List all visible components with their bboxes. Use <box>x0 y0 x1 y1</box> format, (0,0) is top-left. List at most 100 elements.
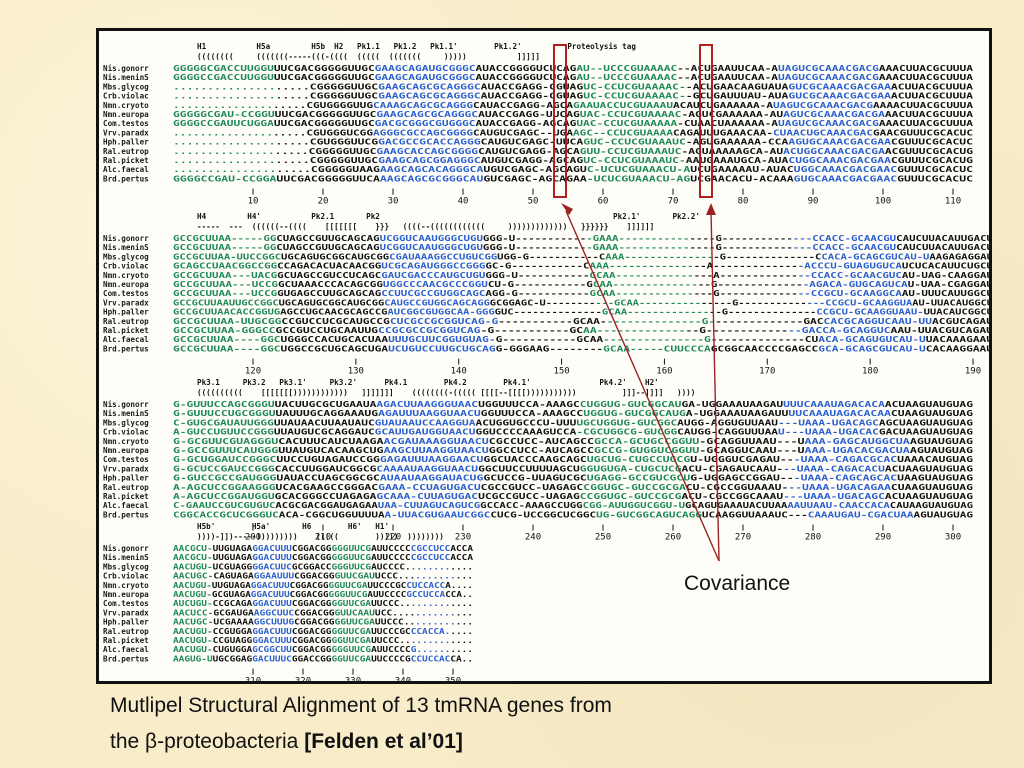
sequence-segment: GGCUUUG <box>254 618 295 627</box>
sequence-segment: GGCUUCCUUUUAGCU <box>478 464 580 473</box>
sequence-segment: GAAGCACCAGCGGGG <box>376 147 478 156</box>
sequence-segment: GCCGCUUAACACCGGUG <box>173 308 281 317</box>
sequence-segment: UUCCUGUAGAUCCGG <box>276 455 380 464</box>
sequence-segment: UCUCACAUUCUGCU <box>902 262 989 271</box>
sequence-segment: AAA------------- <box>590 262 694 271</box>
sequence-segment: UAAACAUGUAG <box>897 455 974 464</box>
sequence-segment: ACGUCAGAU <box>932 317 989 326</box>
alignment-sequence: GCAGCCUAACGGCCGG CCAGACACUACAACGG UCGCAGAU… <box>173 262 989 271</box>
sequence-segment: CCGUCCUCGCAUGCCG <box>281 317 390 326</box>
sequence-segment: -GCAGGUCAAU---U <box>699 446 805 455</box>
sequence-segment: GCCA-GCUGCCGGUU <box>594 437 700 446</box>
sequence-segment: --------------G- <box>607 317 715 326</box>
sequence-segment: CGGACGG <box>292 599 332 608</box>
sequence-segment: -G--------------C <box>713 252 822 261</box>
sequence-segment: --------------CU <box>711 335 819 344</box>
sequence-segment: A-AGCUCCGGAUGGU <box>173 492 275 501</box>
sequence-segment: UGGCAAACGACGAAC <box>794 165 898 174</box>
species-name: Crb.violac <box>103 92 149 101</box>
ruler-label: 320 <box>295 677 311 681</box>
sequence-segment: ACGUUUCGCACUG <box>885 147 974 156</box>
alignment-sequence: AACGCU- UUGUAGA GGACUUU CGGACGG GGGUUCG AUUCC… <box>173 553 474 562</box>
sequence-segment: .... <box>450 636 473 645</box>
sequence-segment: UUCAAAUAGACACAA <box>788 409 891 418</box>
sequence-segment: GCCGCUUAA---UACG <box>173 271 278 280</box>
sequence-segment: C-UCUCGUAAACU-A <box>587 165 691 174</box>
structure-labels-4: H5b' H5a' H6 H6' H1' <box>197 522 389 531</box>
sequence-segment: GGUCCCCAAAGUCCA <box>476 428 577 437</box>
species-name: Brd.pertus <box>103 510 149 519</box>
alignment-sequence: GCCGCUUAA---UCCG GUGAGCCUUGCAGCAG CCUUCGCC… <box>173 289 989 298</box>
sequence-segment: UAUUUGCAGGAAAUG <box>276 409 379 418</box>
sequence-segment: G-GCGUUCGUAGGGU <box>173 437 279 446</box>
sequence-segment: GCCGCUUAA---UCCG <box>173 280 279 289</box>
sequence-segment: GGACUUU <box>251 590 290 599</box>
sequence-segment: -ACCCU-GUAGUGUCA <box>798 262 903 271</box>
species-name: Com.testos <box>103 599 149 608</box>
sequence-segment: GCGGACC <box>292 562 332 571</box>
species-name: Crb.violac <box>103 262 149 271</box>
sequence-segment: .... <box>450 645 473 654</box>
sequence-segment: GCGGCAACCCCGAGCC <box>711 344 819 353</box>
sequence-segment: ---A------------ <box>694 271 798 280</box>
sequence-segment: GAUCGACCCAUGCUGU <box>381 271 486 280</box>
species-name: Nmn.cryoto <box>103 581 149 590</box>
sequence-segment: --GACCA-GCAGGUC <box>788 326 891 335</box>
sequence-segment: ............... <box>173 147 275 156</box>
sequence-segment: AUCGGCGUGGCAA-GGG <box>387 308 495 317</box>
alignment-sequence: C-GAAUCCGUCGUGUC ACGCGACGGAUGAGAA UAA-CUUA… <box>173 501 974 510</box>
sequence-segment: GGG-U----------- <box>483 234 586 243</box>
sequence-segment: GAAGCAGCGGAGGGC <box>378 156 481 165</box>
sequence-segment: .....CGGGGGUUGC <box>275 147 377 156</box>
sequence-segment: G...... <box>411 645 451 654</box>
sequence-segment: CGGUGC-GUCCGCGA <box>583 483 686 492</box>
sequence-segment: AAACUUACGCUUUA <box>879 73 974 82</box>
species-name: Mbs.glycog <box>103 82 149 91</box>
sequence-segment: CACGCAGGUCAAU-UU <box>824 317 933 326</box>
sequence-segment: GUGCAAACGACGAAC <box>794 174 898 183</box>
sequence-segment: GUU-CCUCGUAAAUC <box>580 147 682 156</box>
sequence-segment: ACUAAGUAUGUAG <box>885 464 974 473</box>
slide-caption: Mutlipel Structural Alignment of 13 tmRN… <box>110 688 870 760</box>
sequence-segment: .... <box>450 599 473 608</box>
alignment-sequence: A-AGCUCCGGAUGGU GCACGGGCCUAGAGA GCAAA-CUUA… <box>173 492 974 501</box>
sequence-segment: UUCCC.. <box>371 636 411 645</box>
species-name: Ral.eutrop <box>103 317 149 326</box>
sequence-segment: AUCUGU- <box>173 599 213 608</box>
sequence-segment: UUGUAGA <box>212 581 251 590</box>
sequence-segment: UAAGUAUGUAG <box>897 474 974 483</box>
species-name: Ral.picket <box>103 156 149 165</box>
sequence-segment: AGG-G----------- <box>485 289 589 298</box>
species-name: Brd.pertus <box>103 654 149 663</box>
sequence-segment: GAAGCAGCGCAGGGC <box>378 92 481 101</box>
sequence-segment: UCUGUCCUUGCUGCAG <box>388 344 496 353</box>
sequence-segment: UCGGUCAAUGGGCUGU <box>380 243 484 252</box>
alignment-sequence: A-GUCCUGUUCCGGG UUAUGUCGCAGGAUC GCAUUGAUGG… <box>173 428 974 437</box>
sequence-segment: ACUGGUGCCCU-UUU <box>476 418 577 427</box>
sequence-segment: UCGCCGUCC-UAGAG <box>478 492 580 501</box>
species-name: Ral.picket <box>103 492 149 501</box>
sequence-segment: GA-UGGAAAUAAGAU <box>681 400 783 409</box>
sequence-segment: AAA-UGACACGACUA <box>805 446 911 455</box>
ruler-label: 200 <box>245 533 261 543</box>
sequence-segment: CCGCGCCGCGGUCAG <box>378 326 481 335</box>
sequence-segment: GCCGCUUAA---UCCG <box>173 289 278 298</box>
sequence-segment: --CCACC-GCAACGUC <box>798 271 903 280</box>
sequence-segment: AGCUAAGUAUGUAG <box>879 418 974 427</box>
sequence-segment: UAC-CCUCGUAAAAC <box>580 110 682 119</box>
sequence-segment: GGUUUCCA-AAAGCC <box>481 409 584 418</box>
sequence-segment: AGCCUGCAACGCAGCCG <box>280 308 388 317</box>
caption-line-2-text: the β-proteobacteria <box>110 730 305 753</box>
species-name: Nis.gonorr <box>103 64 149 73</box>
sequence-segment: UAUACCUAGCGGCGC <box>276 474 380 483</box>
sequence-segment: ---CCACC-GCAACGU <box>793 234 897 243</box>
sequence-segment: GGUUCGA <box>335 618 376 627</box>
alignment-sequence: GGGGCCGAU-CCGGA UUCGACGGGGGUUCA AAGCAGCGCG… <box>173 174 974 183</box>
alignment-sequence: G-GCCGUUUCAUGGG UUAUGUCACAAGCUG AAGCUUAAGG… <box>173 446 974 455</box>
sequence-segment: UC-CCUCGUAAAUC- <box>583 156 686 165</box>
alignment-sequence: AACUGU- CCGUAGG GGACUUU CGGACGG GGUUCGA UUCCC… <box>173 636 473 645</box>
sequence-segment: AU-UAG-CAAGGAU <box>902 271 989 280</box>
structure-labels-3: Pk3.1 Pk3.2 Pk3.1' Pk3.2' Pk4.1 Pk4.2 Pk… <box>197 378 659 387</box>
sequence-segment: UCC.... <box>375 608 415 617</box>
sequence-segment: ---G------------ <box>694 289 798 298</box>
